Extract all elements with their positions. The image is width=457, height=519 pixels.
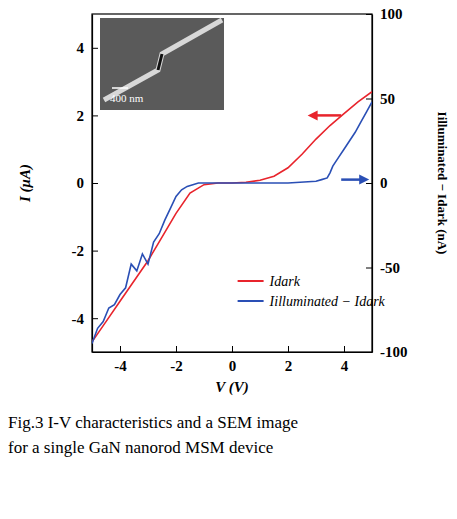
x-axis-title: V (V) (215, 379, 248, 396)
tick-label: 0 (229, 358, 237, 374)
tick: -2 (72, 243, 99, 259)
tick-label: -50 (380, 260, 400, 276)
chart: -4 -2 0 2 4 -4 -2 0 2 4 -100 -50 0 50 100 V (V) I (μA) Ii… (0, 0, 457, 519)
tick-mark (288, 346, 289, 352)
tick-mark (92, 183, 98, 184)
tick-label: 2 (285, 358, 293, 374)
tick-mark (366, 14, 372, 15)
legend: Idark Iilluminated − Idark (238, 274, 386, 309)
tick-label: -2 (72, 243, 85, 259)
tick-mark (92, 48, 98, 49)
tick-mark (92, 251, 98, 252)
y-axis: -4 -2 0 2 4 (72, 15, 99, 353)
caption: Fig.3 I-V characteristics and a SEM imag… (8, 413, 298, 457)
legend-label: Iilluminated − Idark (269, 294, 386, 309)
tick: -4 (114, 346, 127, 374)
tick: 0 (77, 175, 99, 191)
tick: 4 (77, 40, 99, 56)
tick-label: 4 (341, 358, 349, 374)
tick-label: -100 (380, 344, 408, 360)
right-axis-arrow-head (359, 175, 369, 185)
scale-bar (112, 87, 128, 89)
inset-electrode (104, 20, 222, 100)
left-axis-arrow-head (308, 110, 318, 120)
tick: 100 (366, 6, 403, 22)
axis-line (93, 352, 373, 353)
scale-label: 400 nm (110, 92, 144, 104)
tick-label: 50 (380, 91, 395, 107)
y-axis-title: I (μA) (17, 164, 34, 203)
tick: -2 (170, 346, 183, 374)
tick-label: 0 (380, 175, 388, 191)
tick-label: 4 (77, 40, 85, 56)
tick-label: -4 (72, 311, 85, 327)
tick-label: 100 (380, 6, 403, 22)
tick-mark (176, 346, 177, 352)
legend-swatch (238, 280, 264, 282)
tick-mark (120, 346, 121, 352)
tick: 2 (77, 108, 99, 124)
tick-mark (344, 346, 345, 352)
tick: 0 (366, 175, 388, 191)
tick: -100 (366, 344, 408, 360)
right-axis-arrow-shaft (341, 178, 361, 181)
sem-inset: 400 nm (100, 18, 224, 110)
y2-axis-title: Iilluminated − Idark (nA) (435, 112, 450, 255)
tick-mark (366, 99, 372, 100)
legend-swatch (238, 300, 264, 302)
left-axis-arrow-shaft (316, 114, 342, 117)
tick-mark (366, 183, 372, 184)
tick-mark (92, 318, 98, 319)
tick-label: -2 (170, 358, 183, 374)
tick: -4 (72, 311, 99, 327)
inset-nanorod (158, 54, 162, 70)
tick-mark (232, 346, 233, 352)
tick: 2 (285, 346, 293, 374)
tick: -50 (366, 260, 400, 276)
tick-mark (92, 115, 98, 116)
legend-label: Idark (269, 274, 301, 289)
tick-label: -4 (114, 358, 127, 374)
tick-label: 2 (77, 108, 85, 124)
tick: 4 (341, 346, 349, 374)
tick-label: 0 (77, 175, 85, 191)
tick: 0 (229, 346, 237, 374)
x-axis: -4 -2 0 2 4 (93, 346, 373, 374)
inset-background (100, 18, 224, 110)
tick-mark (366, 268, 372, 269)
tick-mark (366, 352, 372, 353)
